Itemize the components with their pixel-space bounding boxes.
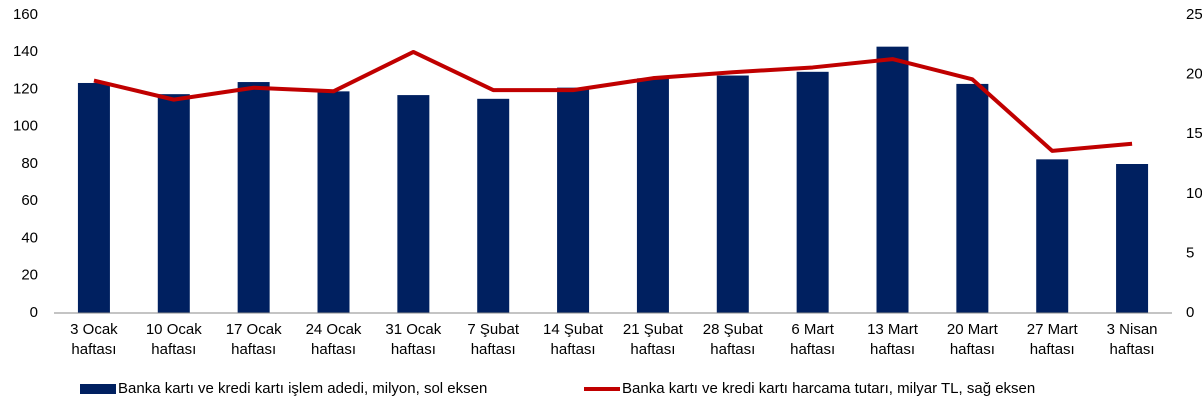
x-tick-label: haftası <box>950 341 995 358</box>
y-tick-label: 160 <box>13 6 38 23</box>
y-tick-label: 80 <box>21 155 38 172</box>
bar <box>237 82 270 313</box>
bar <box>397 95 430 314</box>
y2-tick-label: 5 <box>1186 244 1194 261</box>
x-tick-label: 21 Şubat <box>623 321 684 338</box>
bar <box>317 91 350 313</box>
x-tick-label: 3 Ocak <box>70 321 118 338</box>
y2-tick-label: 0 <box>1186 304 1194 321</box>
x-tick-label: haftası <box>151 341 196 358</box>
bar <box>876 46 909 313</box>
x-tick-label: haftası <box>311 341 356 358</box>
x-tick-label: haftası <box>790 341 835 358</box>
x-tick-label: 28 Şubat <box>703 321 764 338</box>
bar <box>716 75 749 313</box>
x-tick-label: 7 Şubat <box>467 321 520 338</box>
y-tick-label: 20 <box>21 267 38 284</box>
x-tick-label: haftası <box>630 341 675 358</box>
x-tick-label: haftası <box>710 341 755 358</box>
x-tick-label: 13 Mart <box>867 321 919 338</box>
bar <box>956 83 989 313</box>
y-tick-label: 140 <box>13 43 38 60</box>
y-tick-label: 100 <box>13 118 38 135</box>
x-tick-label: 17 Ocak <box>226 321 282 338</box>
x-tick-label: haftası <box>71 341 116 358</box>
x-tick-label: 3 Nisan <box>1107 321 1158 338</box>
legend-label: Banka kartı ve kredi kartı işlem adedi, … <box>118 380 487 397</box>
y2-tick-label: 25 <box>1186 6 1202 23</box>
x-tick-label: haftası <box>471 341 516 358</box>
bar <box>157 94 190 313</box>
bar <box>796 71 829 314</box>
x-tick-label: haftası <box>1110 341 1155 358</box>
y2-tick-label: 10 <box>1186 185 1202 202</box>
x-tick-label: 24 Ocak <box>306 321 362 338</box>
y2-tick-label: 15 <box>1186 125 1202 142</box>
x-tick-label: 31 Ocak <box>385 321 441 338</box>
bar <box>77 82 110 313</box>
x-tick-label: 6 Mart <box>791 321 834 338</box>
bar <box>636 78 669 313</box>
legend-label: Banka kartı ve kredi kartı harcama tutar… <box>622 380 1035 397</box>
x-tick-label: 27 Mart <box>1027 321 1079 338</box>
y-tick-label: 120 <box>13 80 38 97</box>
bar <box>1036 159 1069 313</box>
x-tick-label: haftası <box>870 341 915 358</box>
bar <box>477 98 510 313</box>
y-tick-label: 60 <box>21 192 38 209</box>
x-tick-label: 20 Mart <box>947 321 999 338</box>
legend-swatch <box>80 384 116 394</box>
x-tick-label: 14 Şubat <box>543 321 604 338</box>
x-tick-label: 10 Ocak <box>146 321 202 338</box>
bar <box>1116 164 1149 313</box>
x-tick-label: haftası <box>1030 341 1075 358</box>
line <box>93 49 1133 153</box>
x-tick-label: haftası <box>231 341 276 358</box>
y-tick-label: 0 <box>30 304 38 321</box>
y-tick-label: 40 <box>21 229 38 246</box>
y2-tick-label: 20 <box>1186 66 1202 83</box>
x-tick-label: haftası <box>391 341 436 358</box>
x-tick-label: haftası <box>551 341 596 358</box>
bar <box>557 87 590 313</box>
